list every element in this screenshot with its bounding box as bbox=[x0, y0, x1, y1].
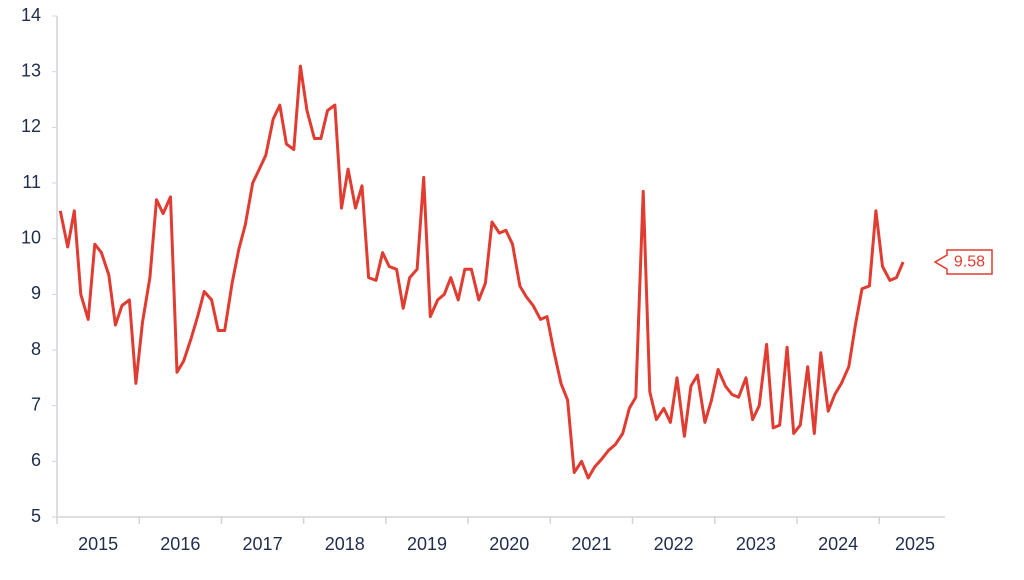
y-tick-label: 11 bbox=[22, 172, 41, 192]
y-tick-label: 6 bbox=[31, 450, 41, 470]
y-tick-label: 5 bbox=[31, 506, 41, 526]
x-tick-label: 2019 bbox=[407, 534, 447, 554]
line-series bbox=[58, 64, 905, 480]
x-tick-label: 2021 bbox=[571, 534, 611, 554]
x-tick-label: 2015 bbox=[78, 534, 118, 554]
x-tick-label: 2025 bbox=[895, 534, 935, 554]
y-tick-label: 14 bbox=[21, 5, 41, 25]
y-tick-label: 7 bbox=[31, 394, 41, 414]
x-tick-label: 2017 bbox=[243, 534, 283, 554]
x-tick-label: 2022 bbox=[654, 534, 694, 554]
y-tick-label: 9 bbox=[31, 283, 41, 303]
x-tick-label: 2024 bbox=[818, 534, 858, 554]
x-tick-label: 2016 bbox=[160, 534, 200, 554]
last-value-label: 9.58 bbox=[954, 253, 985, 270]
x-tick-label: 2020 bbox=[489, 534, 529, 554]
x-tick-label: 2023 bbox=[736, 534, 776, 554]
y-tick-label: 8 bbox=[31, 339, 41, 359]
x-tick-label: 2018 bbox=[325, 534, 365, 554]
y-tick-label: 10 bbox=[21, 227, 41, 247]
last-value-callout bbox=[933, 249, 993, 275]
y-tick-label: 12 bbox=[21, 116, 41, 136]
y-tick-label: 13 bbox=[21, 60, 41, 80]
